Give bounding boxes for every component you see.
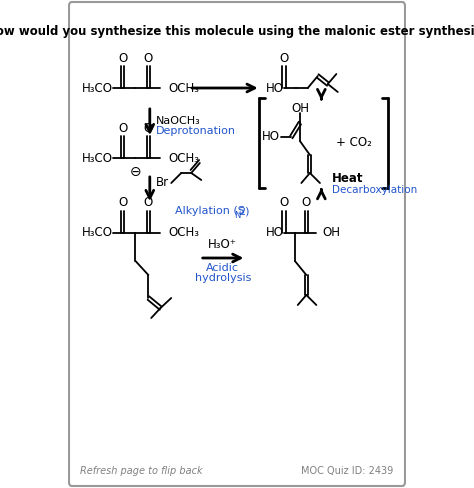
Text: ⊖: ⊖ bbox=[130, 165, 141, 179]
Text: Acidic: Acidic bbox=[206, 263, 239, 273]
Text: O: O bbox=[118, 52, 127, 64]
Text: O: O bbox=[280, 52, 289, 64]
Text: O: O bbox=[118, 197, 127, 209]
Text: H₃CO: H₃CO bbox=[82, 151, 113, 164]
Text: Alkylation (S: Alkylation (S bbox=[175, 206, 245, 216]
Text: O: O bbox=[144, 52, 153, 64]
Text: Deprotonation: Deprotonation bbox=[155, 126, 236, 136]
Text: H₃O⁺: H₃O⁺ bbox=[208, 239, 237, 251]
Text: Decarboxylation: Decarboxylation bbox=[332, 185, 417, 195]
Text: Heat: Heat bbox=[332, 171, 364, 184]
Text: H₃CO: H₃CO bbox=[82, 81, 113, 95]
Text: O: O bbox=[144, 122, 153, 135]
Text: HO: HO bbox=[265, 226, 283, 240]
Text: H₃CO: H₃CO bbox=[82, 226, 113, 240]
Text: N: N bbox=[234, 210, 240, 220]
Text: O: O bbox=[280, 197, 289, 209]
Text: OCH₃: OCH₃ bbox=[168, 151, 200, 164]
Text: OCH₃: OCH₃ bbox=[168, 226, 200, 240]
Text: How would you synthesize this molecule using the malonic ester synthesis?: How would you synthesize this molecule u… bbox=[0, 25, 474, 39]
Text: HO: HO bbox=[262, 130, 280, 143]
Text: + CO₂: + CO₂ bbox=[336, 137, 372, 149]
Text: HO: HO bbox=[265, 81, 283, 95]
Text: 2): 2) bbox=[238, 206, 250, 216]
FancyBboxPatch shape bbox=[69, 2, 405, 486]
Text: O: O bbox=[118, 122, 127, 135]
Text: MOC Quiz ID: 2439: MOC Quiz ID: 2439 bbox=[301, 466, 393, 476]
Text: OCH₃: OCH₃ bbox=[168, 81, 200, 95]
Text: Br: Br bbox=[155, 177, 169, 189]
Text: Refresh page to flip back: Refresh page to flip back bbox=[81, 466, 203, 476]
Text: O: O bbox=[144, 197, 153, 209]
Text: O: O bbox=[302, 197, 311, 209]
Text: hydrolysis: hydrolysis bbox=[194, 273, 251, 283]
Text: NaOCH₃: NaOCH₃ bbox=[155, 116, 200, 126]
Text: OH: OH bbox=[322, 226, 340, 240]
Text: OH: OH bbox=[291, 102, 309, 115]
